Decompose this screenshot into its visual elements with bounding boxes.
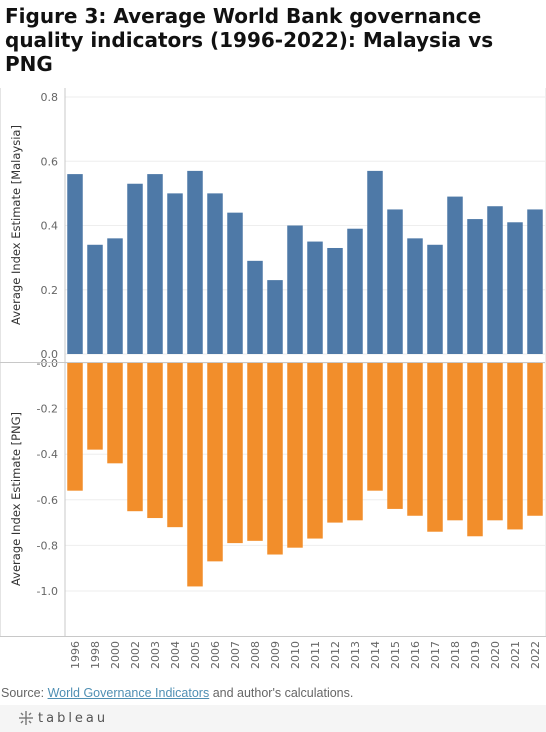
- bar-malaysia-2020: [487, 206, 503, 354]
- chart-title: Figure 3: Average World Bank governance …: [5, 4, 494, 76]
- x-tick-label: 2009: [269, 641, 282, 669]
- bar-malaysia-2021: [507, 222, 523, 354]
- bar-png-2009: [267, 363, 283, 555]
- bar-malaysia-2019: [467, 219, 483, 354]
- x-tick-label: 2006: [209, 641, 222, 669]
- y-tick-label: 0.2: [41, 284, 59, 297]
- tableau-cross-icon: [19, 711, 33, 725]
- y-tick-label: -1.0: [37, 585, 58, 598]
- bar-png-2018: [447, 363, 463, 521]
- bar-png-2010: [287, 363, 303, 548]
- bar-png-2012: [327, 363, 343, 523]
- source-link[interactable]: World Governance Indicators: [47, 686, 210, 700]
- y-tick-label: 0.0: [41, 348, 59, 361]
- x-tick-label: 2022: [529, 641, 542, 669]
- x-tick-label: 2016: [409, 641, 422, 669]
- x-tick-label: 1996: [69, 641, 82, 669]
- bar-malaysia-2012: [327, 247, 343, 354]
- bar-png-2005: [187, 363, 203, 587]
- x-tick-label: 2000: [109, 641, 122, 669]
- bar-png-2000: [107, 363, 123, 464]
- y-axis-title: Average Index Estimate [Malaysia]: [9, 125, 23, 325]
- bar-malaysia-2010: [287, 225, 303, 354]
- bar-png-2019: [467, 363, 483, 537]
- x-tick-label: 2017: [429, 641, 442, 669]
- bar-png-2022: [527, 363, 543, 516]
- bar-png-2003: [147, 363, 163, 519]
- y-tick-label: 0.8: [41, 91, 59, 104]
- bar-malaysia-2022: [527, 209, 543, 354]
- bar-malaysia-2000: [107, 238, 123, 354]
- bar-malaysia-2016: [407, 238, 423, 354]
- tableau-logo[interactable]: tableau: [18, 710, 108, 726]
- x-tick-label: 2013: [349, 641, 362, 669]
- tableau-wordmark: tableau: [38, 710, 109, 726]
- bar-chart: 0.0 0.2 0.4 0.6 0.8 Average Index Estimate [M…: [0, 88, 546, 669]
- x-tick-label: 2011: [309, 641, 322, 669]
- bar-malaysia-2018: [447, 196, 463, 354]
- bar-malaysia-1998: [87, 244, 103, 354]
- x-tick-label: 2020: [489, 641, 502, 669]
- bar-png-2002: [127, 363, 143, 512]
- source-note: Source: World Governance Indicators and …: [1, 686, 353, 700]
- bar-png-2007: [227, 363, 243, 544]
- bar-png-2016: [407, 363, 423, 516]
- source-suffix: and author's calculations.: [209, 686, 354, 700]
- bar-malaysia-2013: [347, 228, 363, 354]
- tableau-footer: tableau: [0, 705, 546, 732]
- bar-png-2015: [387, 363, 403, 509]
- x-tick-label: 1998: [89, 641, 102, 669]
- y-tick-label: -0.2: [37, 403, 58, 416]
- y-tick-label: -0.4: [37, 448, 58, 461]
- bar-png-2014: [367, 363, 383, 491]
- y-tick-label: -0.0: [37, 357, 58, 370]
- bar-malaysia-2005: [187, 170, 203, 354]
- bar-malaysia-2009: [267, 280, 283, 354]
- x-tick-label: 2003: [149, 641, 162, 669]
- x-tick-label: 2010: [289, 641, 302, 669]
- bar-malaysia-2006: [207, 193, 223, 354]
- bar-malaysia-2015: [387, 209, 403, 354]
- x-tick-label: 2015: [389, 641, 402, 669]
- bar-malaysia-2003: [147, 174, 163, 354]
- bar-malaysia-2017: [427, 244, 443, 354]
- bar-png-2020: [487, 363, 503, 521]
- x-tick-label: 2014: [369, 641, 382, 669]
- y-tick-label: 0.6: [41, 155, 59, 168]
- y-axis-title: Average Index Estimate [PNG]: [9, 412, 23, 586]
- bar-malaysia-2004: [167, 193, 183, 354]
- x-tick-label: 2004: [169, 641, 182, 669]
- bar-png-1998: [87, 363, 103, 450]
- bar-malaysia-2014: [367, 170, 383, 354]
- bar-malaysia-1996: [67, 174, 83, 354]
- x-tick-label: 2012: [329, 641, 342, 669]
- bar-png-2008: [247, 363, 263, 541]
- x-tick-label: 2018: [449, 641, 462, 669]
- x-tick-label: 2019: [469, 641, 482, 669]
- x-tick-label: 2008: [249, 641, 262, 669]
- bar-malaysia-2007: [227, 212, 243, 354]
- bar-png-2013: [347, 363, 363, 521]
- x-tick-label: 2021: [509, 641, 522, 669]
- bar-png-2006: [207, 363, 223, 562]
- y-tick-label: -0.6: [37, 494, 58, 507]
- bar-png-2004: [167, 363, 183, 528]
- bar-malaysia-2002: [127, 183, 143, 354]
- bar-png-2021: [507, 363, 523, 530]
- y-tick-label: -0.8: [37, 539, 58, 552]
- source-prefix: Source:: [1, 686, 48, 700]
- y-tick-label: 0.4: [41, 220, 59, 233]
- x-tick-label: 2007: [229, 641, 242, 669]
- bar-png-1996: [67, 363, 83, 491]
- x-tick-label: 2005: [189, 641, 202, 669]
- bar-malaysia-2008: [247, 260, 263, 354]
- bar-png-2011: [307, 363, 323, 539]
- bar-malaysia-2011: [307, 241, 323, 354]
- x-tick-label: 2002: [129, 641, 142, 669]
- bar-png-2017: [427, 363, 443, 532]
